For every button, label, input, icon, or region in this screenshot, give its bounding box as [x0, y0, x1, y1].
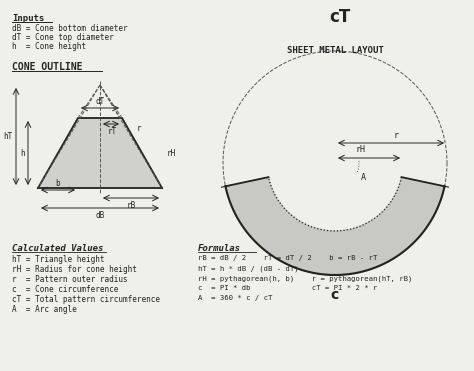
Text: hT: hT — [4, 132, 13, 141]
Text: Inputs: Inputs — [12, 14, 44, 23]
Text: SHEET METAL LAYOUT: SHEET METAL LAYOUT — [287, 46, 383, 55]
Text: b: b — [55, 179, 60, 188]
Text: r  = Pattern outer radius: r = Pattern outer radius — [12, 275, 128, 284]
Text: rT: rT — [108, 127, 117, 136]
Text: h  = Cone height: h = Cone height — [12, 42, 86, 51]
Text: c  = Cone circumference: c = Cone circumference — [12, 285, 118, 294]
Text: cT = Total pattern circumference: cT = Total pattern circumference — [12, 295, 160, 304]
Text: dT = Cone top diameter: dT = Cone top diameter — [12, 33, 114, 42]
Text: A  = Arc angle: A = Arc angle — [12, 305, 77, 314]
Text: dB: dB — [95, 211, 105, 220]
Text: dB = Cone bottom diameter: dB = Cone bottom diameter — [12, 24, 128, 33]
Polygon shape — [226, 177, 445, 275]
Text: rH = Radius for cone height: rH = Radius for cone height — [12, 265, 137, 274]
Text: c: c — [331, 288, 339, 302]
Text: rH: rH — [167, 148, 176, 158]
Text: rH = pythagorean(h, b)    r = pythagorean(hT, rB): rH = pythagorean(h, b) r = pythagorean(h… — [198, 275, 412, 282]
Text: rH: rH — [356, 145, 366, 154]
Text: Formulas: Formulas — [198, 244, 241, 253]
Text: hT = h * dB / (dB - dT): hT = h * dB / (dB - dT) — [198, 265, 299, 272]
Text: r: r — [393, 131, 399, 140]
Polygon shape — [38, 118, 162, 188]
Text: rB: rB — [127, 201, 136, 210]
Text: dT: dT — [95, 97, 105, 106]
Text: h: h — [20, 148, 25, 158]
Text: Calculated Values: Calculated Values — [12, 244, 103, 253]
Text: CONE OUTLINE: CONE OUTLINE — [12, 62, 82, 72]
Text: hT = Triangle height: hT = Triangle height — [12, 255, 104, 264]
Text: r: r — [137, 124, 142, 133]
Text: A: A — [361, 174, 365, 183]
Text: cT: cT — [329, 8, 351, 26]
Text: A  = 360 * c / cT: A = 360 * c / cT — [198, 295, 273, 301]
Text: rB = dB / 2    rT = dT / 2    b = rB - rT: rB = dB / 2 rT = dT / 2 b = rB - rT — [198, 255, 377, 261]
Text: c  = PI * db              cT = PI * 2 * r: c = PI * db cT = PI * 2 * r — [198, 285, 377, 291]
